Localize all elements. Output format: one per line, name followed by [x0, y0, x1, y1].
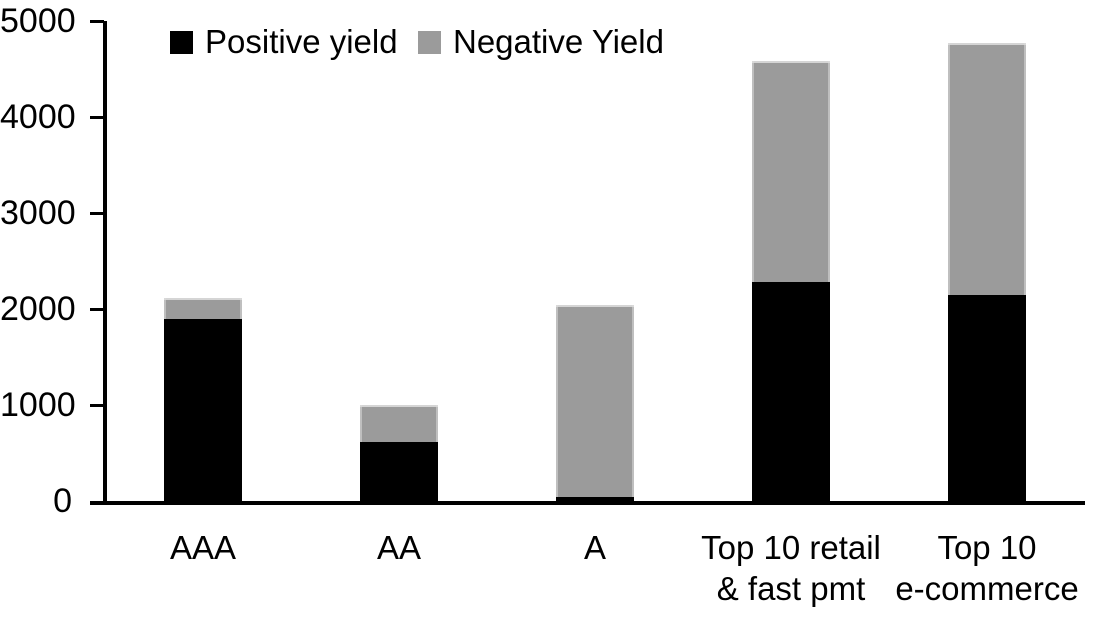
y-tick-label-2000: 2000 [0, 290, 76, 328]
negative-yield-swatch-icon [418, 30, 441, 54]
y-tick-label-4000: 4000 [0, 98, 76, 136]
y-tick-label-1000: 1000 [0, 386, 76, 424]
x-category-label-top-10-retail: Top 10 retail & fast pmt [701, 529, 881, 607]
positive-yield-swatch-icon [170, 30, 193, 54]
y-tick-label-3000: 3000 [0, 194, 76, 232]
y-axis-line [103, 21, 107, 505]
negative-yield-segment [948, 43, 1026, 295]
negative-yield-segment [556, 305, 634, 497]
y-tick-3000 [90, 211, 104, 215]
y-tick-5000 [90, 19, 104, 23]
y-tick-label-0: 0 [53, 482, 72, 520]
positive-yield-segment [164, 319, 242, 501]
x-category-label-aaa: AAA [169, 529, 237, 566]
bar-a [556, 305, 634, 501]
bar-top-10 [948, 43, 1026, 501]
y-tick-2000 [90, 307, 104, 311]
legend-item-negative-yield: Negative Yield [418, 25, 664, 59]
positive-yield-segment [360, 442, 438, 501]
negative-yield-segment [164, 298, 242, 319]
positive-yield-segment [752, 282, 830, 501]
negative-yield-segment [752, 61, 830, 282]
positive-yield-segment [556, 497, 634, 501]
positive-yield-segment [948, 295, 1026, 501]
x-category-label-top-10: Top 10 e-commerce [895, 529, 1079, 607]
bar-top-10-retail [752, 61, 830, 501]
x-axis-line [90, 501, 1085, 505]
negative-yield-segment [360, 405, 438, 442]
legend-label-negative-yield: Negative Yield [453, 23, 664, 60]
y-tick-label-5000: 5000 [0, 2, 76, 40]
y-tick-4000 [90, 115, 104, 119]
bar-aa [360, 405, 438, 501]
y-tick-1000 [90, 403, 104, 407]
x-category-label-aa: AA [376, 529, 422, 566]
x-category-label-a: A [583, 529, 606, 566]
bar-aaa [164, 298, 242, 501]
legend-label-positive-yield: Positive yield [205, 23, 398, 60]
legend-item-positive-yield: Positive yield [170, 25, 398, 59]
